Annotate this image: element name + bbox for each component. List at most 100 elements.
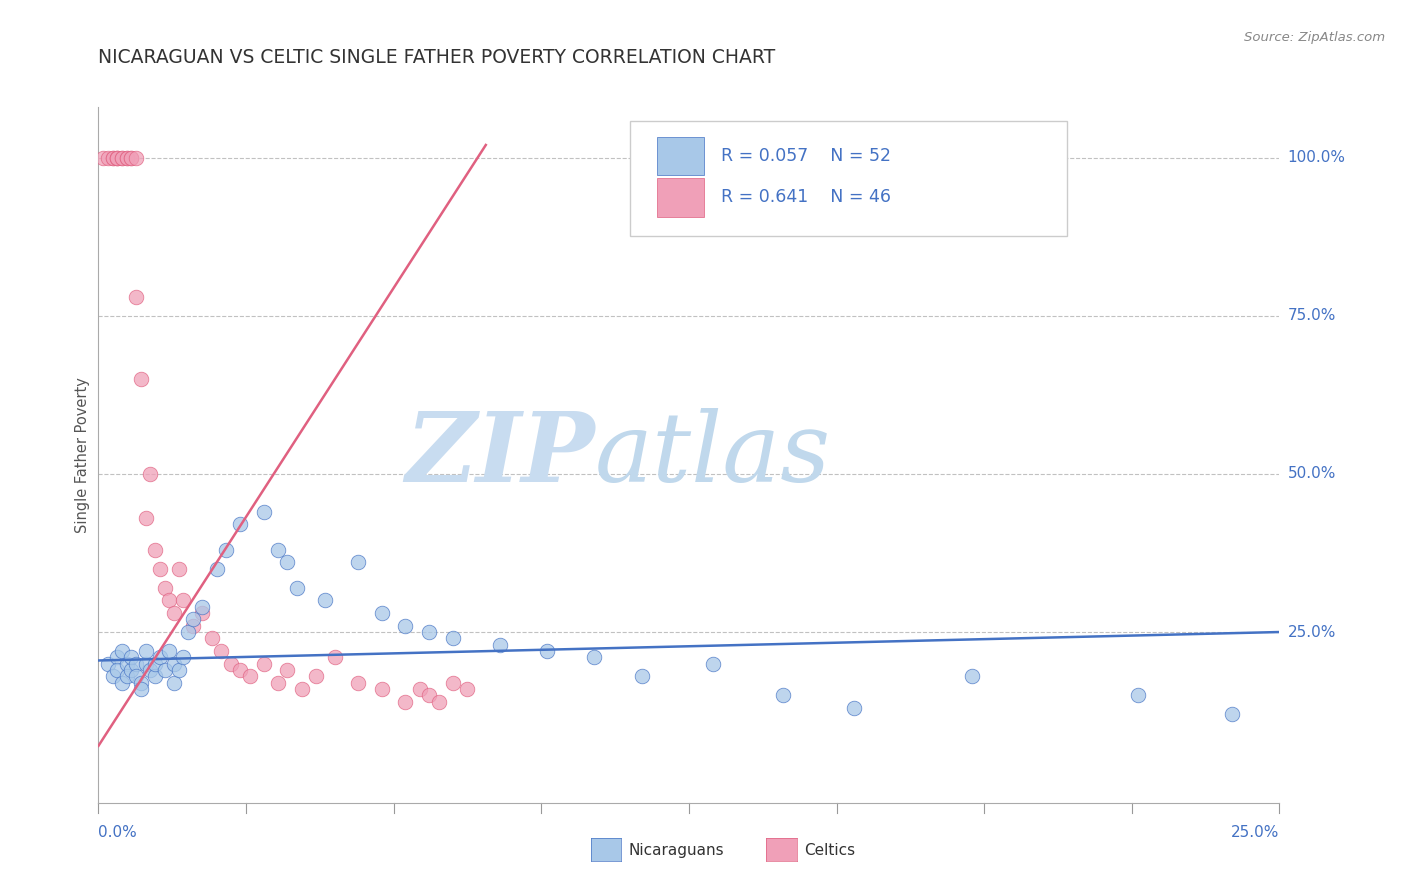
Point [215,542,238,557]
Point [702,657,724,671]
Point [105,151,128,165]
Point [205,562,228,576]
Point [167,562,190,576]
FancyBboxPatch shape [657,136,704,175]
Point [121,650,143,665]
Point [111,675,134,690]
Point [181,612,204,626]
Point [101,151,124,165]
Point [427,695,450,709]
Point [111,151,134,165]
Point [347,675,370,690]
Point [153,581,176,595]
Point [394,618,416,632]
Point [1220,707,1243,722]
Point [129,681,152,696]
Point [177,625,200,640]
Point [536,644,558,658]
Point [408,681,430,696]
Point [172,593,194,607]
FancyBboxPatch shape [657,178,704,217]
Point [111,151,134,165]
Point [172,650,194,665]
Point [135,657,157,671]
Point [111,644,134,658]
Point [125,669,148,683]
Point [163,657,186,671]
Point [962,669,984,683]
Point [441,632,464,646]
Text: R = 0.057    N = 52: R = 0.057 N = 52 [721,147,891,165]
Text: Nicaraguans: Nicaraguans [628,843,724,857]
Point [253,505,276,519]
Point [418,688,440,702]
Point [105,151,128,165]
Point [143,542,166,557]
Text: 100.0%: 100.0% [1288,150,1346,165]
Point [267,675,290,690]
Point [105,151,128,165]
Point [129,675,152,690]
Text: 25.0%: 25.0% [1288,624,1336,640]
Point [163,675,186,690]
Point [394,695,416,709]
Point [191,599,214,614]
Text: NICARAGUAN VS CELTIC SINGLE FATHER POVERTY CORRELATION CHART: NICARAGUAN VS CELTIC SINGLE FATHER POVER… [98,48,776,67]
Point [418,625,440,640]
Point [101,669,124,683]
Point [149,650,172,665]
Point [314,593,336,607]
Y-axis label: Single Father Poverty: Single Father Poverty [75,377,90,533]
Point [135,511,157,525]
FancyBboxPatch shape [630,121,1067,235]
Point [772,688,794,702]
Point [121,151,143,165]
Point [229,663,252,677]
Point [143,669,166,683]
Point [229,517,252,532]
Text: Source: ZipAtlas.com: Source: ZipAtlas.com [1244,31,1385,45]
Point [115,151,138,165]
Text: R = 0.641    N = 46: R = 0.641 N = 46 [721,188,891,206]
Point [285,581,308,595]
Text: 50.0%: 50.0% [1288,467,1336,482]
Point [290,681,312,696]
Point [105,650,128,665]
Point [209,644,232,658]
Point [105,663,128,677]
Point [121,151,143,165]
Point [153,663,176,677]
Point [371,606,394,620]
Text: ZIP: ZIP [405,408,595,502]
Point [135,644,157,658]
Point [371,681,394,696]
Point [1126,688,1149,702]
Point [456,681,478,696]
Point [181,618,204,632]
Point [129,372,152,386]
Point [305,669,328,683]
Point [91,151,114,165]
Point [97,657,120,671]
Point [844,701,866,715]
Point [157,644,180,658]
Point [239,669,262,683]
Point [149,562,172,576]
Point [115,669,138,683]
Point [101,151,124,165]
Point [191,606,214,620]
Point [347,556,370,570]
Text: 0.0%: 0.0% [98,825,138,840]
Point [125,290,148,304]
Point [121,663,143,677]
Point [97,151,120,165]
Point [125,151,148,165]
Point [115,657,138,671]
Point [163,606,186,620]
Text: 75.0%: 75.0% [1288,309,1336,323]
Point [253,657,276,671]
Point [167,663,190,677]
Point [267,542,290,557]
Point [489,638,512,652]
Point [276,556,298,570]
